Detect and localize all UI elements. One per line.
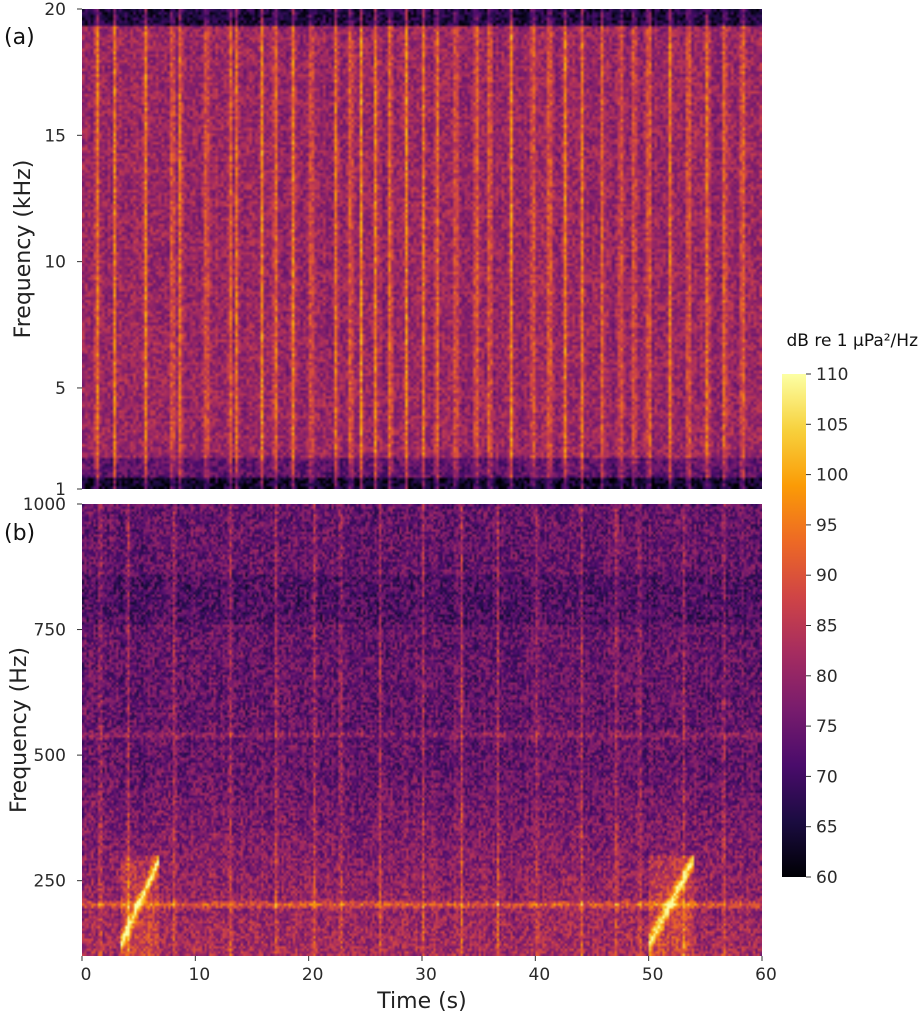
panel-b-spectrogram: (b) 250 500 750 1000 0 10 20 30 40 50 60 Time (s) Fre… [4, 495, 777, 1014]
colorbar-tick-label: 90 [816, 566, 838, 586]
colorbar-tick-label: 70 [816, 767, 838, 787]
panel-b-x-tick-label: 0 [81, 965, 92, 985]
colorbar-tick-label: 65 [816, 818, 838, 838]
colorbar-tick-label: 85 [816, 617, 838, 637]
colorbar: 60 65 70 75 80 85 90 95 100 105 110 dB re 1 μPa²/Hz [782, 331, 918, 888]
panel-b-y-axis-label: Frequency (Hz) [7, 647, 32, 813]
panel-a-label: (a) [4, 25, 35, 50]
colorbar-tick-label: 80 [816, 667, 838, 687]
panel-a-y-tick-label: 20 [44, 0, 66, 20]
x-axis-label: Time (s) [376, 989, 466, 1014]
panel-b-x-tick-label: 20 [302, 965, 324, 985]
panel-b-label: (b) [4, 521, 35, 546]
panel-a-y-axis-label: Frequency (kHz) [11, 160, 36, 339]
panel-a-y-tick-label: 5 [55, 379, 66, 399]
panel-a-y-tick-label: 1 [55, 480, 66, 500]
panel-b-x-tick-label: 10 [189, 965, 211, 985]
panel-b-y-tick-label: 500 [34, 746, 66, 766]
colorbar-tick-label: 100 [816, 466, 848, 486]
colorbar-tick-label: 60 [816, 868, 838, 888]
colorbar-title: dB re 1 μPa²/Hz [786, 331, 918, 351]
colorbar-tick-label: 110 [816, 365, 848, 385]
panel-b-y-tick-label: 750 [34, 621, 66, 641]
panel-b-x-tick-label: 60 [755, 965, 777, 985]
panel-a-y-tick-label: 15 [44, 126, 66, 146]
panel-a-y-tick-label: 10 [44, 253, 66, 273]
colorbar-tick-label: 75 [816, 717, 838, 737]
panel-b-x-tick-label: 40 [529, 965, 551, 985]
colorbar-gradient [782, 374, 806, 877]
panel-b-heatmap [82, 504, 762, 956]
panel-b-y-tick-label: 1000 [23, 495, 66, 515]
panel-b-y-tick-label: 250 [34, 872, 66, 892]
colorbar-tick-label: 105 [816, 415, 848, 435]
panel-a-heatmap [82, 9, 762, 489]
panel-b-x-tick-label: 30 [415, 965, 437, 985]
colorbar-tick-label: 95 [816, 516, 838, 536]
panel-b-x-tick-label: 50 [642, 965, 664, 985]
